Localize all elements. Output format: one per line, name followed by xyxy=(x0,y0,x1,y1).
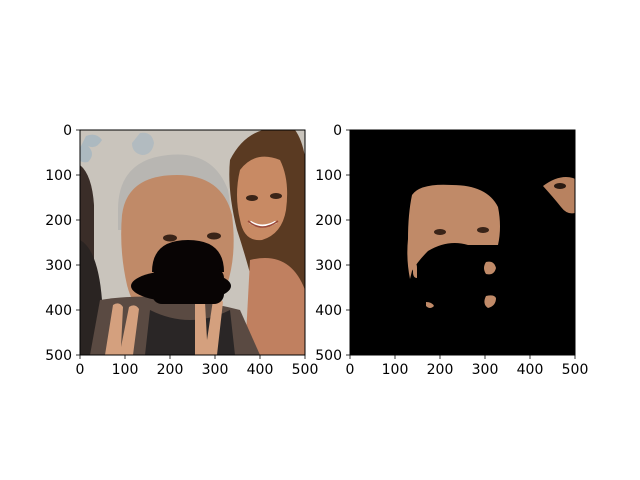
left-y-tick-label: 300 xyxy=(45,258,72,274)
left-y-tick-label: 400 xyxy=(45,303,72,319)
left-y-tick-label: 500 xyxy=(45,348,72,364)
left-x-tick-label: 400 xyxy=(247,362,274,378)
right-x-tick-label: 300 xyxy=(472,362,499,378)
left-y-tick-label: 0 xyxy=(63,123,72,139)
right-image-panel xyxy=(350,130,575,355)
right-y-tick-label: 100 xyxy=(315,168,342,184)
right-y-tick-label: 500 xyxy=(315,348,342,364)
left-x-tick-label: 300 xyxy=(202,362,229,378)
left-y-tick-label: 200 xyxy=(45,213,72,229)
left-axes-frame xyxy=(79,129,306,356)
right-y-tick-label: 0 xyxy=(333,123,342,139)
left-x-tick-label: 100 xyxy=(112,362,139,378)
left-x-tick-label: 500 xyxy=(292,362,319,378)
right-y-tick-label: 400 xyxy=(315,303,342,319)
right-x-tick-label: 200 xyxy=(427,362,454,378)
left-image-panel xyxy=(80,130,305,355)
left-y-tick-label: 100 xyxy=(45,168,72,184)
right-x-tick-label: 100 xyxy=(382,362,409,378)
right-axes-frame xyxy=(349,129,576,356)
right-x-tick-label: 400 xyxy=(517,362,544,378)
left-x-tick-label: 0 xyxy=(76,362,85,378)
right-y-tick-label: 300 xyxy=(315,258,342,274)
right-x-tick-label: 500 xyxy=(562,362,589,378)
left-x-tick-label: 200 xyxy=(157,362,184,378)
right-y-tick-label: 200 xyxy=(315,213,342,229)
right-x-tick-label: 0 xyxy=(346,362,355,378)
